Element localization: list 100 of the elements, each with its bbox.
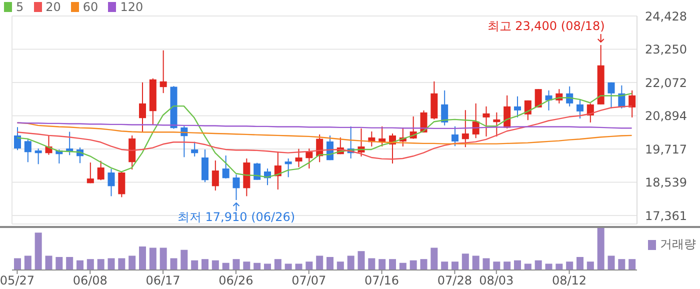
candlestick [118, 171, 126, 198]
legend-label: 120 [120, 0, 144, 14]
bar [180, 250, 188, 270]
y-tick-label: 18,539 [645, 176, 687, 190]
bar [34, 232, 42, 270]
bar [524, 264, 532, 270]
candlestick [160, 50, 167, 94]
candlestick [128, 134, 136, 170]
legend-label: 거래량 [660, 236, 696, 253]
bar [389, 259, 396, 270]
x-tick-label: 06/26 [218, 274, 254, 288]
legend-label: 20 [46, 0, 61, 14]
bar [336, 262, 344, 270]
bar [556, 264, 563, 270]
bar [222, 262, 230, 270]
bar [202, 259, 208, 270]
bar [191, 260, 198, 270]
candlestick [452, 126, 458, 147]
bar [284, 264, 292, 270]
bar [514, 260, 521, 270]
candlestick [576, 98, 584, 119]
bar [316, 256, 324, 270]
candlestick [295, 148, 302, 168]
bar [462, 254, 469, 270]
y-tick-label: 20,894 [645, 109, 687, 124]
candlestick [534, 88, 542, 108]
bar [149, 248, 156, 270]
bar [306, 262, 313, 270]
y-tick-label: 19,717 [645, 142, 687, 156]
bar [160, 248, 167, 270]
bar [14, 258, 21, 270]
candlestick [232, 174, 240, 201]
bar [76, 260, 84, 270]
legend-label: 60 [82, 0, 98, 14]
bar [170, 258, 178, 270]
y-tick-label: 23,250 [645, 42, 687, 57]
bar [493, 262, 500, 270]
annotation: 최저 17,910 (06/26) [177, 210, 296, 224]
candlestick [628, 90, 636, 118]
bar [545, 264, 552, 270]
bar [86, 259, 94, 270]
bar [566, 262, 574, 270]
bar [232, 259, 240, 270]
bar [482, 258, 490, 270]
bar [430, 248, 438, 270]
bar [108, 258, 115, 270]
x-tick-label: 06/08 [72, 274, 108, 288]
bar [576, 256, 584, 270]
bar [618, 259, 626, 270]
bar [628, 259, 636, 270]
candlestick [306, 148, 313, 169]
bar [358, 251, 365, 270]
bar [264, 264, 271, 270]
bar [597, 228, 604, 270]
bar [347, 256, 354, 270]
bar [410, 260, 417, 270]
x-tick-label: 08/12 [552, 274, 587, 288]
bar [45, 256, 52, 270]
x-tick-label: 05/27 [0, 274, 35, 288]
candlestick [24, 138, 32, 163]
y-tick-label: 24,428 [645, 9, 687, 24]
bar [118, 258, 126, 270]
x-tick-label: 06/17 [146, 274, 180, 288]
legend-label: 5 [16, 0, 24, 14]
x-tick-label: 08/03 [479, 274, 514, 288]
candlestick [254, 162, 261, 180]
candlestick [14, 126, 21, 151]
bar [295, 264, 302, 270]
y-tick-label: 17,361 [645, 208, 687, 223]
bar [586, 262, 594, 270]
bar [24, 256, 32, 270]
bar [504, 262, 511, 270]
candlestick [493, 112, 500, 137]
bar [274, 259, 282, 270]
bar [441, 262, 448, 270]
candlestick [139, 82, 146, 132]
bar [399, 262, 406, 270]
bar [66, 256, 74, 270]
candlestick [34, 148, 42, 165]
candlestick [514, 96, 521, 118]
bar [139, 246, 146, 270]
candlestick [212, 160, 219, 192]
candlestick [222, 154, 230, 179]
candlestick [191, 141, 198, 157]
bar [254, 262, 261, 270]
x-tick-label: 07/07 [292, 274, 326, 288]
bar [608, 256, 615, 270]
bar [378, 259, 386, 270]
candlestick [608, 82, 615, 109]
bar [368, 258, 376, 270]
bar [97, 259, 104, 270]
y-tick-label: 22,072 [645, 76, 687, 90]
candlestick [441, 90, 448, 126]
bar [472, 256, 480, 270]
bar [128, 256, 136, 270]
candlestick [202, 148, 208, 183]
bar [212, 260, 219, 270]
bar [243, 262, 250, 270]
candlestick [482, 106, 490, 137]
bar [452, 262, 458, 270]
